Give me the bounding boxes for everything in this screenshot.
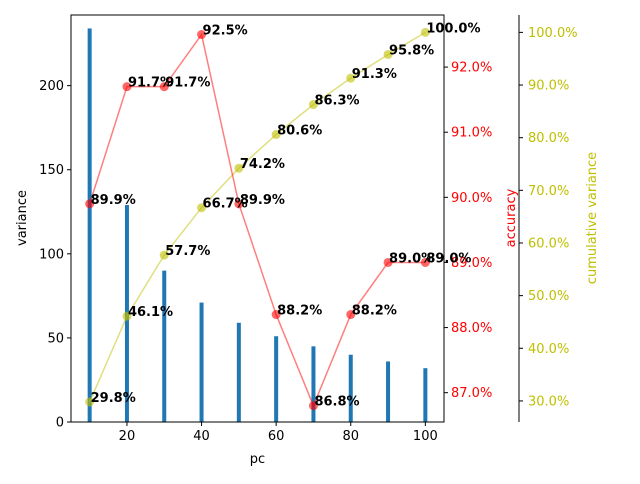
accuracy-data-label: 91.7% <box>128 76 173 91</box>
cumulative-tick-label: 70.0% <box>528 184 569 199</box>
accuracy-data-label: 88.2% <box>277 304 322 319</box>
accuracy-line <box>88 32 426 408</box>
cumulative-line <box>88 31 426 403</box>
x-axis-title: pc <box>250 452 265 467</box>
cumulative-point <box>420 27 430 37</box>
accuracy-tick-label: 90.0% <box>451 191 492 206</box>
cumulative-layer <box>85 27 430 407</box>
cumulative-data-label: 95.8% <box>389 43 434 58</box>
bar <box>386 361 391 422</box>
bar <box>348 354 353 422</box>
cumulative-tick-label: 50.0% <box>528 289 569 304</box>
cumulative-point <box>159 250 169 260</box>
cumulative-point <box>308 100 318 110</box>
accuracy-point <box>346 310 356 320</box>
cumulative-tick-label: 60.0% <box>528 236 569 251</box>
bar <box>199 302 204 422</box>
accuracy-data-label: 88.2% <box>352 304 397 319</box>
accuracy-axis-title: accuracy <box>504 188 519 247</box>
x-tick-label: 60 <box>268 429 285 444</box>
cumulative-point <box>271 130 281 140</box>
cumulative-point <box>234 163 244 173</box>
accuracy-point <box>308 401 318 411</box>
cumulative-point <box>383 49 393 59</box>
cumulative-tick-label: 80.0% <box>528 131 569 146</box>
bar <box>423 368 428 422</box>
cumulative-point <box>197 203 207 213</box>
accuracy-point <box>420 257 430 267</box>
bar <box>162 270 167 422</box>
y-tick-label: 200 <box>39 79 64 94</box>
accuracy-tick-label: 88.0% <box>451 321 492 336</box>
bar <box>274 336 279 422</box>
cumulative-tick-label: 90.0% <box>528 79 569 94</box>
cumulative-data-label: 80.6% <box>277 124 322 139</box>
accuracy-tick-label: 87.0% <box>451 386 492 401</box>
cumulative-point <box>85 397 95 407</box>
x-tick-label: 40 <box>193 429 210 444</box>
y-tick-label: 100 <box>39 247 64 262</box>
accuracy-point <box>271 310 281 320</box>
cumulative-data-label: 86.3% <box>314 94 359 109</box>
accuracy-data-label: 89.0% <box>389 251 434 266</box>
accuracy-data-label: 92.5% <box>203 24 248 39</box>
y-tick-label: 0 <box>56 416 64 431</box>
y-tick-label: 50 <box>47 331 64 346</box>
y-axis-title: variance <box>15 190 30 246</box>
accuracy-data-label: 89.9% <box>240 193 285 208</box>
accuracy-point <box>383 257 393 267</box>
cumulative-data-label: 74.2% <box>240 157 285 172</box>
cumulative-data-label: 57.7% <box>165 244 210 259</box>
accuracy-point <box>85 199 95 209</box>
accuracy-data-label: 91.7% <box>165 76 210 91</box>
accuracy-data-label: 89.9% <box>91 193 136 208</box>
cumulative-data-label: 100.0% <box>426 21 480 36</box>
x-tick-label: 20 <box>119 429 136 444</box>
labels-layer: 29.8% 46.1% 57.7% 66.7% 74.2% 80.6% 86.3% 91.3%… <box>91 21 481 409</box>
axes-layer: 20 40 60 80 100 0 50 100 150 200 87.0% 88.0% 89.0% 90… <box>39 14 578 444</box>
accuracy-data-label: 89.0% <box>426 251 471 266</box>
cumulative-point <box>346 73 356 83</box>
bar <box>236 322 241 422</box>
accuracy-point <box>197 30 207 40</box>
y-tick-label: 150 <box>39 163 64 178</box>
cumulative-tick-label: 40.0% <box>528 342 569 357</box>
cumulative-data-label: 46.1% <box>128 305 173 320</box>
bar <box>311 346 316 422</box>
cumulative-tick-label: 30.0% <box>528 394 569 409</box>
accuracy-point <box>159 82 169 92</box>
accuracy-point <box>234 199 244 209</box>
cumulative-tick-label: 100.0% <box>528 26 578 41</box>
x-tick-label: 80 <box>342 429 359 444</box>
cumulative-data-label: 91.3% <box>352 67 397 82</box>
accuracy-tick-label: 91.0% <box>451 126 492 141</box>
cumulative-data-label: 29.8% <box>91 391 136 406</box>
accuracy-tick-label: 89.0% <box>451 256 492 271</box>
cumulative-data-label: 66.7% <box>203 197 248 212</box>
accuracy-tick-label: 92.0% <box>451 61 492 76</box>
accuracy-layer <box>85 30 430 411</box>
plot-frame <box>70 14 445 423</box>
bar <box>87 28 92 422</box>
cumulative-axis-title: cumulative variance <box>585 152 600 284</box>
accuracy-point <box>122 82 132 92</box>
x-tick-label: 100 <box>413 429 438 444</box>
accuracy-data-label: 86.8% <box>314 395 359 410</box>
cumulative-point <box>122 311 132 321</box>
